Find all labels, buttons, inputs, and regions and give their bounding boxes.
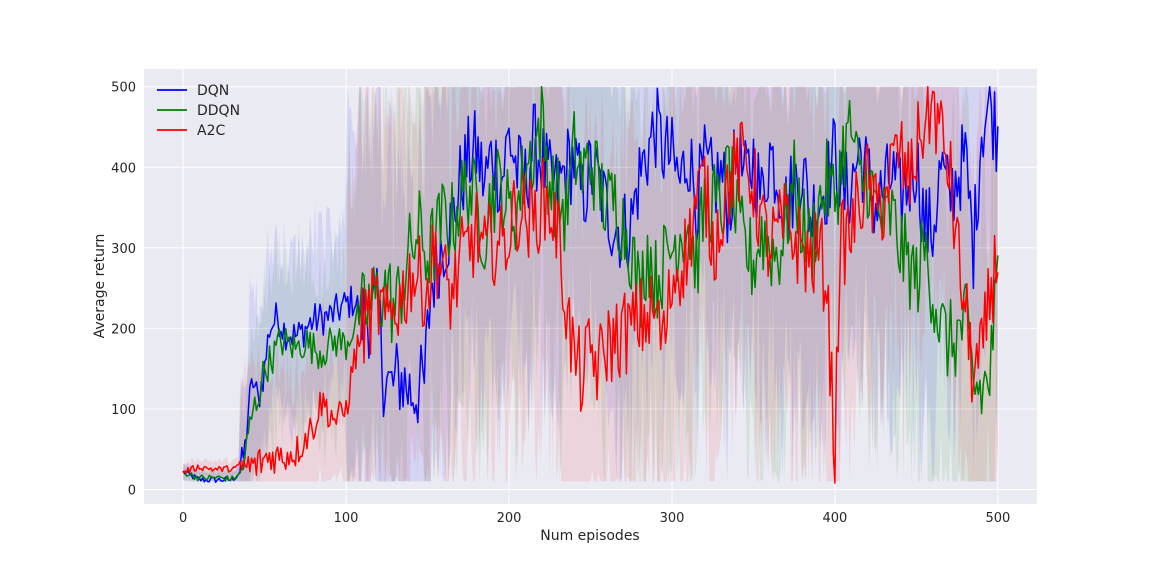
y-axis-label: Average return [92, 234, 108, 339]
y-tick-label: 100 [111, 403, 136, 418]
y-tick-label: 200 [111, 322, 136, 337]
y-tick-label: 0 [128, 484, 136, 499]
plot-background [144, 69, 1037, 504]
x-tick-label: 400 [823, 511, 848, 526]
legend: DQN DDQN A2C [157, 83, 240, 139]
y-tick-label: 500 [111, 81, 136, 96]
x-tick-label: 200 [497, 511, 522, 526]
y-tick-labels: 0 100 200 300 400 500 [111, 81, 136, 499]
y-tick-label: 300 [111, 242, 136, 257]
x-tick-label: 500 [985, 511, 1010, 526]
legend-label-dqn: DQN [197, 83, 229, 99]
series-line-a2c [182, 85, 999, 484]
y-tick-label: 400 [111, 161, 136, 176]
x-tick-label: 0 [179, 511, 187, 526]
x-tick-label: 100 [334, 511, 359, 526]
x-tick-labels: 0 100 200 300 400 500 [179, 511, 1010, 526]
legend-label-ddqn: DDQN [197, 103, 240, 119]
legend-label-a2c: A2C [197, 123, 225, 139]
x-axis-label: Num episodes [540, 528, 639, 544]
series-line-ddqn [182, 85, 999, 482]
x-tick-label: 300 [660, 511, 685, 526]
series-lines [182, 85, 999, 484]
